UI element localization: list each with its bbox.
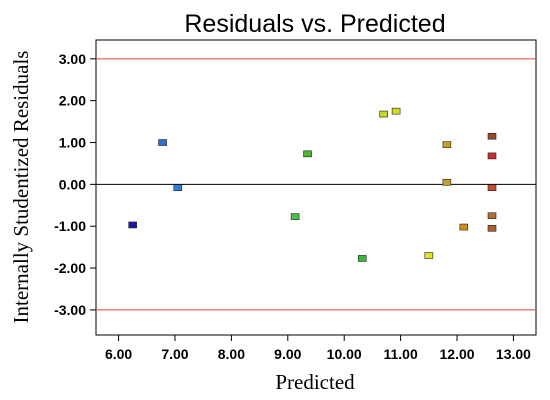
data-point-0 [128, 221, 137, 229]
y-tick-label-0: -3.00 [54, 302, 86, 318]
y-tick-label-5: 2.00 [59, 93, 86, 109]
data-point-6 [379, 110, 388, 118]
x-tick-label-3: 9.00 [274, 346, 301, 362]
data-point-5 [357, 255, 367, 262]
x-tick-label-5: 11.00 [383, 346, 417, 362]
data-point-15 [487, 212, 497, 220]
y-axis-label: Internally Studentized Residuals [9, 51, 33, 324]
data-point-9 [442, 141, 452, 148]
y-tick-label-2: -1.00 [54, 218, 86, 234]
data-point-7 [391, 107, 401, 115]
data-point-10 [442, 178, 452, 186]
data-point-1 [158, 139, 167, 146]
plot-frame [95, 39, 537, 336]
data-point-13 [487, 152, 497, 160]
x-axis-label: Predicted [275, 370, 355, 394]
data-point-3 [290, 213, 300, 220]
data-point-4 [303, 150, 312, 158]
x-tick-label-2: 8.00 [218, 346, 245, 362]
x-tick-label-0: 6.00 [105, 346, 132, 362]
plot-area: -3.00 -2.00 -1.00 0.00 1.00 2.00 3.00 6.00 7.00 8… [54, 39, 537, 362]
y-tick-label-6: 3.00 [59, 51, 86, 67]
data-point-11 [459, 223, 469, 231]
chart-title: Residuals vs. Predicted [184, 10, 445, 38]
x-tick-label-1: 7.00 [161, 346, 188, 362]
data-point-14 [487, 184, 497, 192]
x-tick-label-7: 13.00 [496, 346, 531, 362]
x-tick-label-4: 10.00 [327, 346, 362, 362]
data-point-16 [487, 224, 497, 232]
y-tick-label-3: 0.00 [59, 176, 86, 192]
x-tick-label-6: 12.00 [440, 346, 475, 362]
data-point-8 [424, 252, 434, 259]
y-tick-label-1: -2.00 [54, 260, 86, 276]
y-tick-label-4: 1.00 [59, 135, 86, 151]
data-point-12 [487, 132, 497, 140]
data-point-2 [173, 184, 183, 192]
